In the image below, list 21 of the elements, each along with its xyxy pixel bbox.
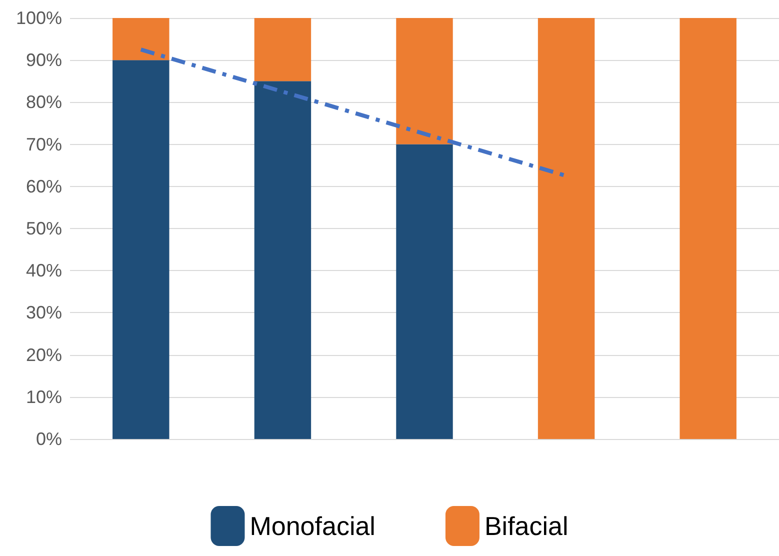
bar [538,18,595,439]
bar [396,144,453,439]
y-tick-label: 90% [26,50,62,70]
bar [254,18,312,82]
bar [680,18,736,439]
bar [112,18,170,60]
bar [112,60,170,439]
bar [396,18,453,144]
legend-label: Bifacial [484,511,568,541]
y-tick-label: 100% [16,8,62,28]
y-tick-label: 20% [26,344,62,365]
legend-label: Monofacial [250,511,376,541]
y-tick-label: 80% [26,92,62,112]
y-tick-label: 50% [26,218,62,238]
y-tick-label: 60% [26,176,62,196]
y-tick-label: 70% [26,134,62,154]
y-tick-label: 40% [26,260,62,281]
y-tick-label: 10% [26,386,62,407]
y-tick-label: 0% [36,429,62,449]
y-tick-label: 30% [26,302,62,323]
bar [254,81,312,439]
